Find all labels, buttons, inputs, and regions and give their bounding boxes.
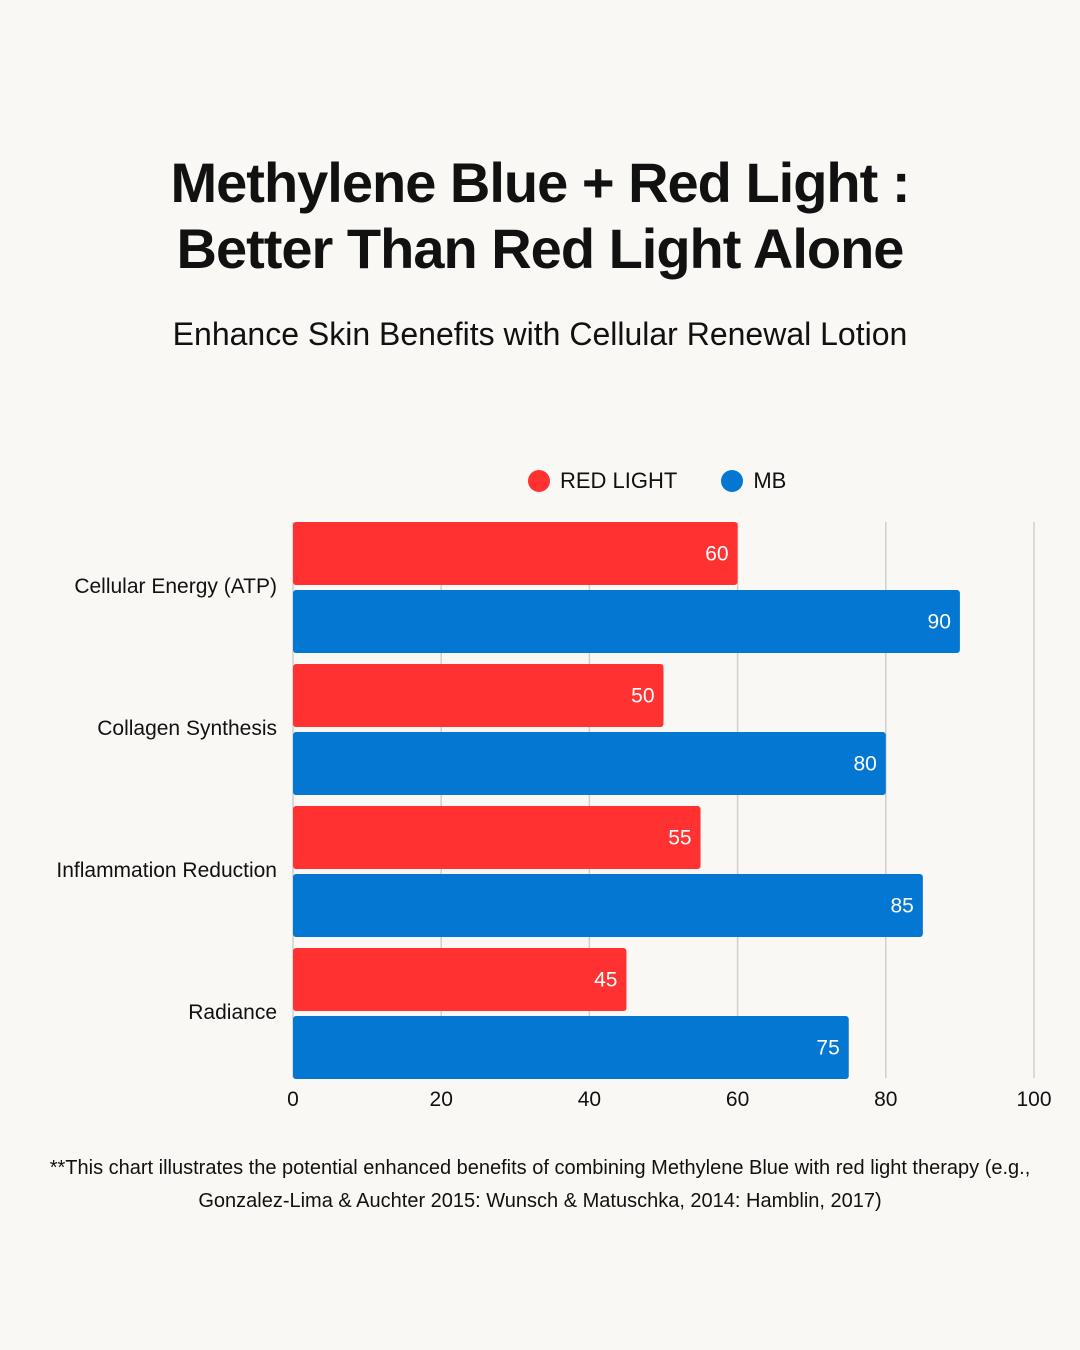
legend: RED LIGHT MB <box>528 468 830 494</box>
category-label: Radiance <box>188 1001 277 1024</box>
bar-mb <box>293 1016 849 1079</box>
x-tick-label: 100 <box>1016 1088 1051 1111</box>
data-label: 85 <box>890 895 913 918</box>
data-label: 75 <box>816 1037 839 1060</box>
footnote: **This chart illustrates the potential e… <box>0 1152 1080 1218</box>
bar-mb <box>293 732 886 795</box>
chart-subtitle: Enhance Skin Benefits with Cellular Rene… <box>172 316 908 352</box>
x-tick-label: 40 <box>578 1088 601 1111</box>
data-label: 90 <box>928 611 951 634</box>
legend-item-mb: MB <box>721 468 786 494</box>
data-label: 60 <box>705 543 728 566</box>
legend-label: RED LIGHT <box>560 468 678 493</box>
bar-red-light <box>293 664 664 727</box>
x-tick-label: 20 <box>430 1088 453 1111</box>
category-label: Inflammation Reduction <box>56 859 277 882</box>
title-line-1: Methylene Blue + Red Light : <box>170 151 911 214</box>
bar-red-light <box>293 948 627 1011</box>
data-label: 80 <box>853 753 876 776</box>
data-label: 45 <box>594 969 617 992</box>
bar-red-light <box>293 806 701 869</box>
legend-item-red-light: RED LIGHT <box>528 468 677 494</box>
legend-label: MB <box>753 468 787 493</box>
x-tick-label: 0 <box>287 1088 299 1111</box>
data-label: 55 <box>668 827 691 850</box>
x-tick-label: 80 <box>874 1088 897 1111</box>
title-line-2: Better Than Red Light Alone <box>176 217 905 280</box>
x-tick-label: 60 <box>726 1088 749 1111</box>
category-label: Cellular Energy (ATP) <box>74 575 277 598</box>
bar-mb <box>293 874 923 937</box>
footnote-line-2: Gonzalez-Lima & Auchter 2015: Wunsch & M… <box>198 1190 882 1212</box>
legend-swatch-red <box>528 470 550 492</box>
data-label: 50 <box>631 685 654 708</box>
category-label: Collagen Synthesis <box>97 717 277 740</box>
chart-title: Methylene Blue + Red Light : Better Than… <box>0 150 1080 282</box>
legend-swatch-blue <box>721 470 744 492</box>
bar-mb <box>293 590 960 653</box>
footnote-line-1: **This chart illustrates the potential e… <box>49 1157 1031 1179</box>
bar-red-light <box>293 522 738 585</box>
